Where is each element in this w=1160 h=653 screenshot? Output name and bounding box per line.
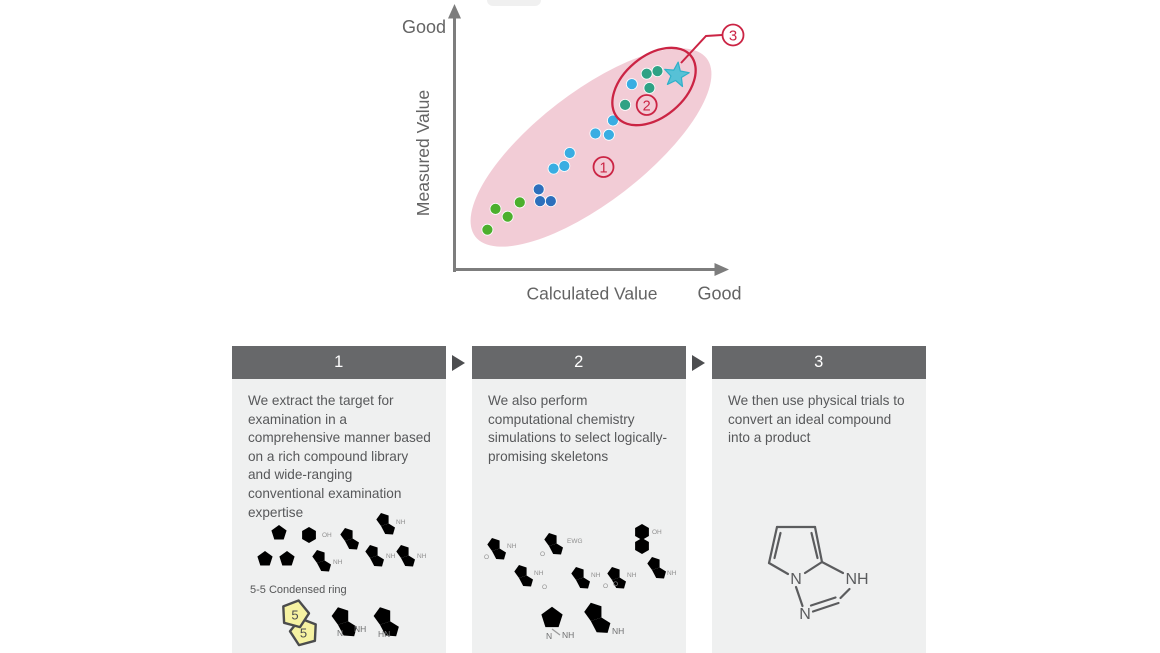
light-blue-compounds-dot [563, 147, 576, 159]
step-panel-1: 1 We extract the target for examination … [232, 346, 446, 653]
teal-compounds-dot [643, 82, 656, 94]
step-panel-3: 3 We then use physical trials to convert… [712, 346, 926, 653]
light-blue-compounds-dot [625, 78, 638, 90]
scatter-dots [481, 65, 664, 236]
molecule-label: NH [396, 519, 406, 526]
molecule-label: O [613, 581, 618, 588]
molecule-label: O [542, 584, 547, 591]
step-3-description: We then use physical trials to convert a… [728, 393, 905, 446]
green-compounds-dot [513, 196, 526, 209]
annotation-leader-line [680, 34, 723, 64]
molecule-label: O [603, 583, 608, 590]
molecule-label: HN [378, 629, 390, 639]
step-3-number: 3 [712, 346, 926, 379]
molecule-label: O [540, 551, 545, 558]
step-panel-2: 2 We also perform computational chemistr… [472, 346, 686, 653]
green-compounds-dot [489, 202, 502, 215]
annotation-3-number: 3 [729, 28, 737, 45]
annotation-1-number: 1 [599, 160, 607, 176]
cluster-circle [611, 46, 697, 127]
product-molecule-icon [767, 525, 851, 613]
condensed-ring-caption: 5-5 Condensed ring [250, 584, 347, 596]
light-blue-compounds-dot [603, 128, 615, 141]
x-axis-good-label: Good [697, 284, 741, 304]
step-1-molecule-illustrations: OH NH NH NH NH 5 5 N NH HN [257, 513, 427, 647]
molecule-label: NH [386, 553, 396, 560]
step-2-description: We also perform computational chemistry … [488, 393, 668, 464]
molecule-label: N [546, 631, 552, 641]
y-axis-arrow-icon [448, 4, 461, 19]
step-1-number: 1 [232, 346, 446, 379]
teal-compounds-dot [651, 65, 664, 77]
dark-blue-compounds-dot [534, 195, 546, 208]
molecule-label: OH [652, 529, 662, 536]
molecule-label: NH [612, 626, 624, 636]
molecule-label: NH [845, 571, 868, 588]
dark-blue-compounds-dot [544, 195, 557, 208]
step-2-molecule-illustrations: NH O NH O EWG O NH O NH O OH NH NH N NH [484, 524, 677, 641]
trend-ellipse [470, 48, 712, 247]
molecule-label: O [484, 554, 489, 561]
ring-size-label: 5 [300, 626, 307, 641]
molecule-label: NH [562, 630, 574, 640]
molecule-label: N [790, 571, 802, 588]
x-axis-title: Calculated Value [526, 284, 657, 304]
step-3-body: We then use physical trials to convert a… [712, 379, 926, 653]
light-blue-compounds-dot [547, 162, 560, 175]
annotation-2: 2 [635, 94, 658, 116]
step-arrow-icon [452, 355, 465, 371]
molecule-label: NH [333, 559, 343, 566]
annotation-2-number: 2 [643, 98, 651, 114]
step-2-number: 2 [472, 346, 686, 379]
step-3-product-molecule: N NH N [767, 525, 869, 623]
green-compounds-dot [481, 223, 494, 236]
step-arrow-icon [692, 355, 705, 371]
molecule-label: NH [417, 553, 427, 560]
cropped-title-remnant [487, 0, 541, 6]
y-axis-good-label: Good [402, 17, 446, 37]
molecule-label: EWG [567, 538, 583, 545]
y-axis-title: Measured Value [413, 90, 433, 216]
molecule-label: NH [507, 543, 517, 550]
molecule-label: NH [354, 624, 366, 634]
ideal-compound-star [664, 61, 690, 88]
light-blue-compounds-dot [607, 114, 619, 127]
ring-size-label: 5 [291, 608, 298, 623]
teal-compounds-dot [619, 99, 631, 111]
step-1-body: We extract the target for examination in… [232, 379, 446, 653]
annotation-1: 1 [592, 156, 615, 178]
dark-blue-compounds-dot [532, 183, 545, 196]
step-2-body: We also perform computational chemistry … [472, 379, 686, 653]
axes [448, 4, 729, 276]
light-blue-compounds-dot [589, 127, 602, 140]
light-blue-compounds-dot [558, 160, 571, 172]
molecule-label: OH [322, 532, 332, 539]
molecule-label: NH [591, 572, 601, 579]
scatter-chart: 1 2 3 Good Measured Value Calculated Val… [402, 4, 745, 304]
molecule-label: N [799, 606, 811, 623]
star-marker [664, 61, 690, 88]
x-axis-arrow-icon [714, 263, 729, 276]
molecule-label: NH [534, 570, 544, 577]
condensed-ring-icon: 5 5 [282, 599, 317, 647]
molecule-label: NH [627, 572, 637, 579]
step-1-description: We extract the target for examination in… [248, 393, 431, 520]
small-molecule-icon [487, 524, 666, 636]
green-compounds-dot [501, 210, 514, 223]
annotation-3: 3 [721, 23, 745, 47]
teal-compounds-dot [640, 67, 653, 80]
molecule-label: NH [667, 570, 677, 577]
molecule-label: N [337, 628, 343, 638]
